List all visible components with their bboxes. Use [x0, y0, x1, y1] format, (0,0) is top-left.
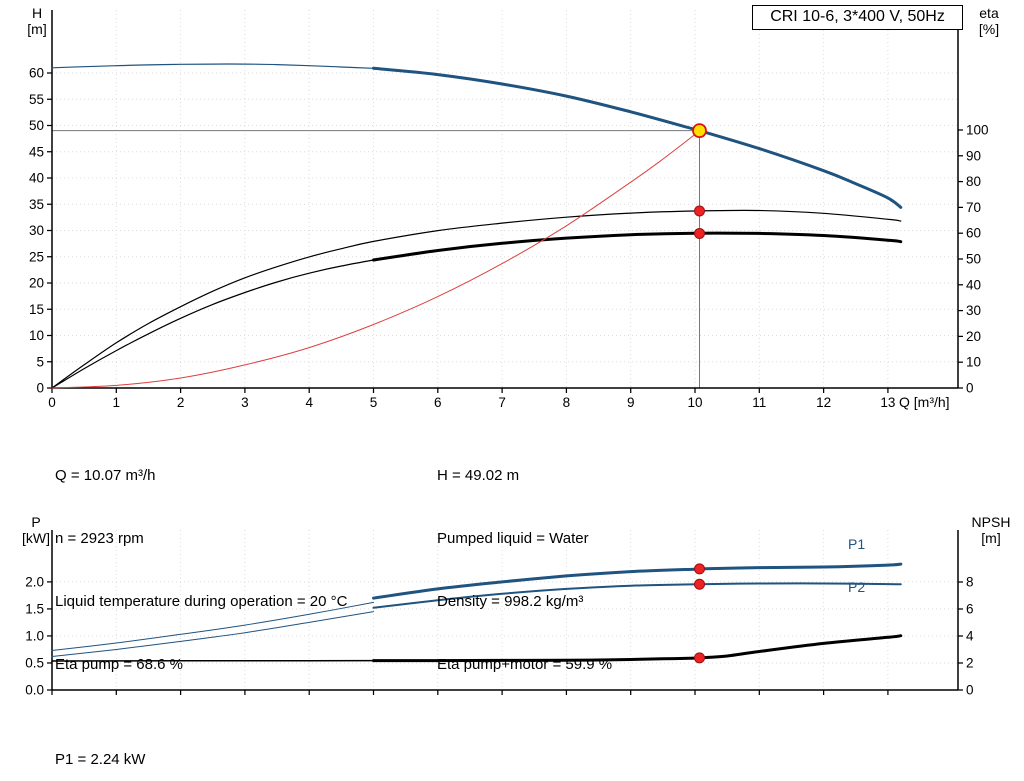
system-curve [51, 130, 700, 389]
x-tick-label: 5 [370, 395, 378, 410]
y-left-tick-label: 30 [29, 223, 44, 238]
head-curve [372, 66, 903, 209]
y-left-tick-label: 1.0 [25, 628, 44, 643]
p2-curve-label: P2 [848, 579, 866, 595]
pump-model-box: CRI 10-6, 3*400 V, 50Hz [752, 5, 963, 30]
p1-curve [372, 562, 903, 600]
y-left-tick-label: 10 [29, 328, 44, 343]
y-right-tick-label: 2 [966, 655, 974, 670]
y-left-tick-label: 5 [36, 354, 44, 369]
operating-data-right: H = 49.02 m Pumped liquid = Water Densit… [437, 423, 612, 717]
p2-curve-low [51, 611, 374, 657]
x-tick-label: 6 [434, 395, 442, 410]
p2-curve [372, 582, 902, 609]
eta-axis-title: eta [%] [968, 5, 1010, 37]
y-right-tick-label: 50 [966, 251, 981, 266]
operating-point-dot [694, 227, 706, 239]
p1-curve-label: P1 [848, 536, 866, 552]
result-line-p1: P1 = 2.24 kW [55, 751, 146, 768]
y-left-tick-label: 0 [36, 381, 44, 396]
y-right-tick-label: 90 [966, 148, 981, 163]
y-left-tick-label: 1.5 [25, 601, 44, 616]
y-right-tick-label: 100 [966, 122, 989, 137]
head-axis-title: H [m] [20, 5, 54, 37]
head-curve-low [51, 63, 375, 69]
y-left-tick-label: 15 [29, 302, 44, 317]
x-tick-label: 2 [177, 395, 185, 410]
x-tick-label: 3 [241, 395, 249, 410]
y-left-tick-label: 60 [29, 66, 44, 81]
npsh-axis-title: NPSH [m] [962, 514, 1020, 546]
y-left-tick-label: 35 [29, 197, 44, 212]
y-right-tick-label: 70 [966, 200, 981, 215]
y-left-tick-label: 20 [29, 276, 44, 291]
y-right-tick-label: 0 [966, 683, 974, 698]
y-right-tick-label: 30 [966, 303, 981, 318]
power-axis-unit: [kW] [22, 530, 50, 546]
result-data: P1 = 2.24 kW P2 = 1.957 kW NPSH = 2.38 m [55, 707, 160, 781]
x-tick-label: 8 [563, 395, 571, 410]
x-tick-label: 12 [816, 395, 831, 410]
operating-point-dot [694, 578, 706, 590]
eta-pump-curve [51, 209, 902, 389]
y-left-tick-label: 50 [29, 118, 44, 133]
operating-point-dot [694, 205, 706, 217]
y-left-tick-label: 45 [29, 144, 44, 159]
x-tick-label: 0 [48, 395, 56, 410]
y-right-tick-label: 8 [966, 574, 974, 589]
x-tick-label: 11 [752, 395, 766, 410]
head-axis-unit: [m] [27, 21, 47, 37]
y-left-tick-label: 0.5 [25, 655, 44, 670]
y-right-tick-label: 10 [966, 355, 981, 370]
y-left-tick-label: 2.0 [25, 574, 44, 589]
eta-pump-motor-curve-low [51, 259, 375, 389]
head-axis-name: H [31, 5, 43, 21]
info-line-temperature: Liquid temperature during operation = 20… [55, 593, 348, 610]
info-line-eta-pump-motor: Eta pump+motor = 59.9 % [437, 656, 613, 673]
power-axis-name: P [31, 514, 41, 530]
flow-axis-title: Q [m³/h] [899, 394, 950, 410]
eta-axis-name: eta [979, 5, 999, 21]
operating-data-left: Q = 10.07 m³/h n = 2923 rpm Liquid tempe… [55, 423, 347, 717]
info-line-head: H = 49.02 m [437, 467, 520, 484]
operating-point-dot [694, 652, 706, 664]
eta-pump-motor-curve [372, 231, 903, 262]
y-left-tick-label: 25 [29, 249, 44, 264]
y-left-tick-label: 40 [29, 171, 44, 186]
info-line-density: Density = 998.2 kg/m³ [437, 593, 584, 610]
info-line-flow: Q = 10.07 m³/h [55, 467, 156, 484]
y-right-tick-label: 40 [966, 277, 981, 292]
info-line-liquid: Pumped liquid = Water [437, 530, 589, 547]
info-line-speed: n = 2923 rpm [55, 530, 144, 547]
operating-point-dot [694, 563, 706, 575]
y-right-tick-label: 80 [966, 174, 981, 189]
x-tick-label: 10 [687, 395, 702, 410]
x-tick-label: 4 [305, 395, 313, 410]
y-left-tick-label: 55 [29, 92, 44, 107]
duty-point-marker [692, 123, 707, 139]
y-right-tick-label: 6 [966, 601, 974, 616]
y-right-tick-label: 60 [966, 226, 981, 241]
x-tick-label: 13 [880, 395, 895, 410]
x-tick-label: 7 [498, 395, 506, 410]
power-axis-title: P [kW] [16, 514, 56, 546]
y-right-tick-label: 4 [966, 628, 974, 643]
npsh-axis-unit: [m] [981, 530, 1001, 546]
x-tick-label: 9 [627, 395, 635, 410]
y-left-tick-label: 0.0 [25, 683, 44, 698]
y-right-tick-label: 0 [966, 381, 974, 396]
y-right-tick-label: 20 [966, 329, 981, 344]
info-line-eta-pump: Eta pump = 68.6 % [55, 656, 183, 673]
x-tick-label: 1 [113, 395, 121, 410]
npsh-curve [372, 634, 903, 663]
p1-curve-low [51, 601, 374, 651]
eta-axis-unit: [%] [978, 21, 1000, 37]
npsh-axis-name: NPSH [971, 514, 1011, 530]
